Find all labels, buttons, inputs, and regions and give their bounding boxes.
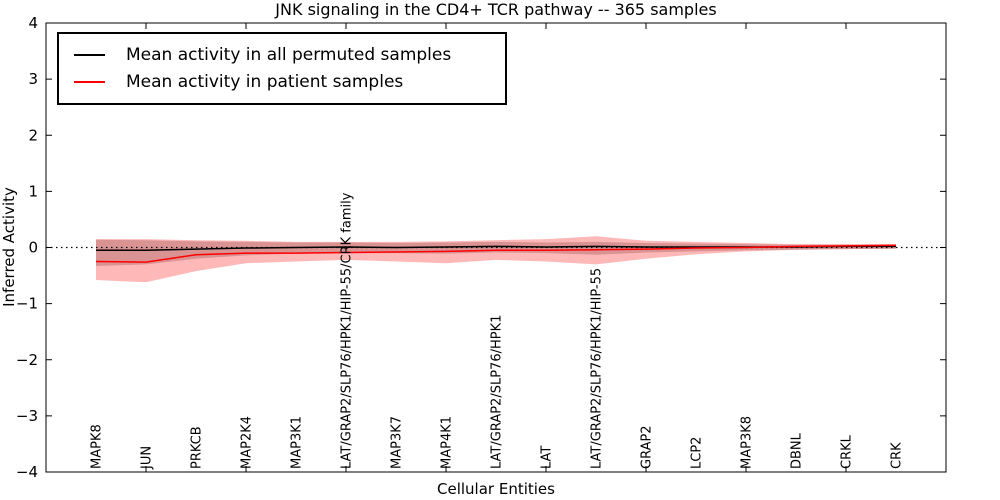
x-entity-label: MAP3K7 xyxy=(390,416,405,469)
x-entity-label: MAP2K4 xyxy=(240,416,255,469)
legend-label-patient: Mean activity in patient samples xyxy=(126,71,404,92)
x-entity-label: MAP3K1 xyxy=(290,416,305,469)
confidence-band xyxy=(96,236,896,283)
x-entity-label: LAT/GRAP2/SLP76/HPK1/HIP-55/CRK family xyxy=(340,192,355,469)
permuted-line-swatch xyxy=(74,53,105,56)
x-entity-label: CRK xyxy=(890,442,905,469)
legend-item-permuted: Mean activity in all permuted samples xyxy=(59,41,505,68)
x-entity-label: PRKCB xyxy=(190,426,205,469)
x-axis-label: Cellular Entities xyxy=(437,480,555,498)
legend-item-patient: Mean activity in patient samples xyxy=(59,68,505,95)
x-entity-label: CRKL xyxy=(840,434,855,469)
y-tick-label: −2 xyxy=(16,351,38,369)
x-entity-label: MAP4K1 xyxy=(440,416,455,469)
chart-title: JNK signaling in the CD4+ TCR pathway --… xyxy=(275,0,717,19)
legend-box: Mean activity in all permuted samples Me… xyxy=(57,32,507,105)
y-tick-label: 4 xyxy=(28,14,38,32)
y-tick-label: 2 xyxy=(28,126,38,144)
x-entity-label: JUN xyxy=(140,446,155,470)
y-tick-label: 1 xyxy=(28,182,38,200)
patient-mean-line xyxy=(95,244,897,263)
y-tick-label: 0 xyxy=(28,239,38,257)
patient-line-swatch xyxy=(74,80,105,83)
y-tick-label: −3 xyxy=(16,407,38,425)
x-entity-label: LAT/GRAP2/SLP76/HPK1/HIP-55 xyxy=(590,268,605,469)
y-tick-label: 3 xyxy=(28,70,38,88)
y-axis-label: Inferred Activity xyxy=(0,187,18,307)
y-tick-label: −1 xyxy=(16,295,38,313)
x-entity-label: DBNL xyxy=(790,432,805,469)
x-entity-label: GRAP2 xyxy=(640,425,655,469)
y-tick-label: −4 xyxy=(16,463,38,481)
x-entity-label: MAPK8 xyxy=(90,424,105,469)
x-entity-label: LCP2 xyxy=(690,437,705,469)
x-entity-label: MAP3K8 xyxy=(740,416,755,469)
x-entity-label: LAT/GRAP2/SLP76/HPK1 xyxy=(490,315,505,469)
legend-label-permuted: Mean activity in all permuted samples xyxy=(126,44,452,65)
x-entity-label: LAT xyxy=(540,446,555,469)
